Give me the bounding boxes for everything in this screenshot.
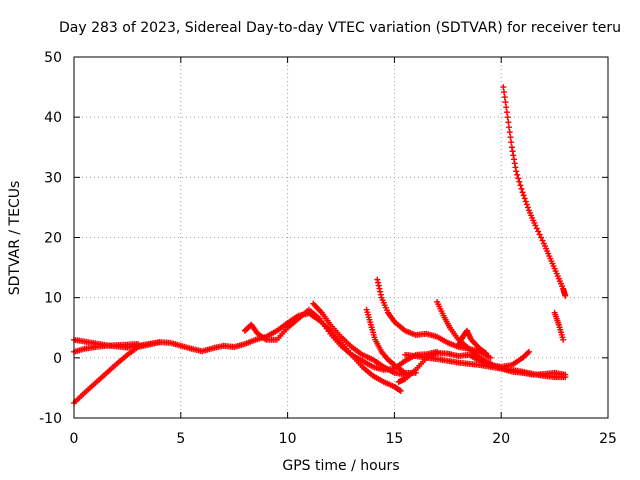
data-point [376, 285, 383, 292]
series-track-4 [241, 306, 441, 373]
data-point [377, 288, 384, 295]
data-point [510, 152, 517, 159]
data-point [562, 292, 569, 299]
data-point [377, 291, 384, 298]
series-track-10 [402, 351, 569, 381]
x-axis-label: GPS time / hours [282, 458, 399, 474]
y-axis-label: SDTVAR / TECUs [7, 181, 23, 296]
data-point [513, 168, 520, 175]
data-point [375, 279, 382, 286]
series-track-12 [500, 84, 569, 299]
series-track-3 [71, 340, 142, 355]
series-track-5 [310, 300, 409, 378]
data-point [135, 340, 142, 347]
data-point [503, 109, 510, 116]
data-point [521, 195, 528, 202]
data-point [482, 349, 489, 356]
data-point [501, 94, 508, 101]
y-tick-label: -10 [39, 411, 62, 427]
x-tick-label: 5 [176, 431, 185, 447]
y-tick-label: 10 [44, 291, 62, 307]
data-point [511, 160, 518, 167]
data-point [483, 350, 490, 357]
data-point [506, 124, 513, 131]
data-point [535, 228, 542, 235]
data-point [156, 339, 163, 346]
x-tick-label: 15 [385, 431, 403, 447]
data-point [507, 134, 514, 141]
axis-ticks: 0 5 10 15 20 25 -10 0 10 20 30 40 50 [39, 50, 617, 447]
y-tick-label: 40 [44, 110, 62, 126]
chart-title: Day 283 of 2023, Sidereal Day-to-day VTE… [59, 20, 621, 36]
data-point [523, 201, 530, 208]
data-marks [71, 84, 569, 406]
data-point [536, 231, 543, 238]
data-point [508, 139, 515, 146]
data-point [522, 198, 529, 205]
y-tick-label: 50 [44, 50, 62, 66]
data-point [524, 204, 531, 211]
data-point [396, 387, 403, 394]
data-point [503, 104, 510, 111]
y-tick-label: 0 [53, 351, 62, 367]
data-point [512, 164, 519, 171]
data-point [518, 185, 525, 192]
series-track-11 [455, 327, 490, 357]
data-point [516, 178, 523, 185]
data-point [375, 282, 382, 289]
data-point [524, 349, 531, 356]
data-point [505, 119, 512, 126]
data-point [501, 89, 508, 96]
data-point [502, 99, 509, 106]
series-track-13 [551, 309, 567, 343]
data-point [511, 156, 518, 163]
x-tick-label: 10 [279, 431, 297, 447]
data-point [374, 276, 381, 283]
data-point [508, 144, 515, 151]
x-tick-label: 25 [599, 431, 617, 447]
data-point [504, 114, 511, 121]
data-point [525, 348, 532, 355]
y-tick-label: 20 [44, 231, 62, 247]
data-point [515, 175, 522, 182]
data-point [487, 354, 494, 361]
data-point [509, 148, 516, 155]
data-point [517, 182, 524, 189]
data-point [562, 374, 569, 381]
data-point [532, 222, 539, 229]
grid-lines [74, 57, 608, 418]
data-point [520, 192, 527, 199]
y-tick-label: 30 [44, 170, 62, 186]
data-point [533, 225, 540, 232]
x-tick-label: 0 [70, 431, 79, 447]
series-track-1 [71, 310, 404, 394]
data-point [397, 387, 404, 394]
data-point [506, 129, 513, 136]
data-point [560, 336, 567, 343]
series-track-7 [374, 276, 494, 361]
data-point [539, 237, 546, 244]
x-tick-label: 20 [492, 431, 510, 447]
data-point [519, 189, 526, 196]
data-point [514, 171, 521, 178]
data-point [538, 234, 545, 241]
data-point [500, 84, 507, 91]
